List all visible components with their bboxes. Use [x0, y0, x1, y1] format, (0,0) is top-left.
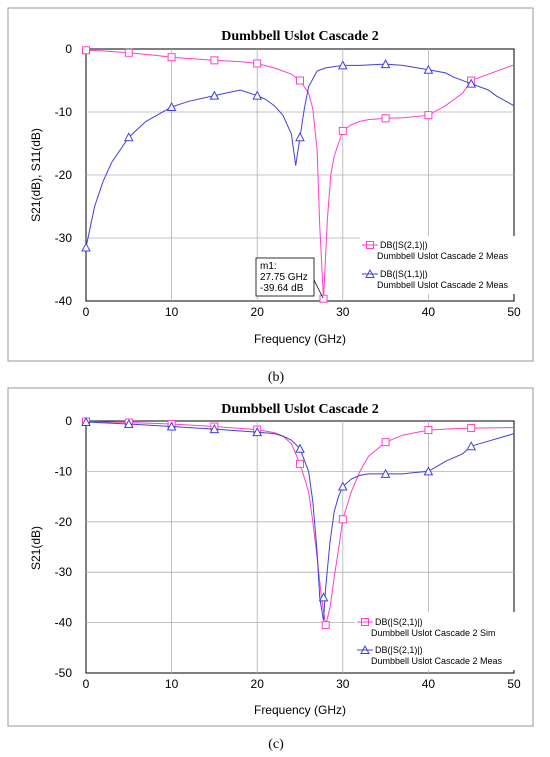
chart-b-xtick-label: 20: [251, 305, 265, 319]
chart-c-xtick-label: 20: [251, 677, 265, 691]
chart-c-ytick-label: -40: [55, 616, 73, 630]
chart-b-series-1-marker: [381, 114, 390, 123]
chart-c-series-1-marker: [381, 438, 390, 447]
chart-b-legend-label-1: DB(|S(2,1)|): [380, 240, 428, 250]
chart-b-series-1-marker: [82, 46, 90, 55]
chart-b-caption: (b): [268, 370, 285, 385]
chart-b: Dumbbell Uslot Cascade 2 0 10 20 30 40 50 0 -10…: [7, 7, 534, 362]
chart-c-series-1-marker: [467, 424, 476, 433]
chart-c-series-2-marker: [123, 418, 134, 429]
chart-b-legend: DB(|S(2,1)|) Dumbbell Uslot Cascade 2 Me…: [360, 236, 516, 294]
chart-b-series-1-marker: [167, 53, 176, 62]
chart-c-ytick-label: -30: [55, 565, 73, 579]
chart-c-xtick-label: 0: [83, 677, 90, 691]
chart-c-legend-sub-2: Dumbbell Uslot Cascade 2 Meas: [371, 656, 503, 666]
chart-b-series-1-marker: [210, 56, 219, 65]
chart-c-series-2-marker: [337, 481, 348, 491]
chart-b-series-2-marker: [295, 132, 305, 142]
chart-c-series-2-marker: [252, 427, 263, 437]
chart-c-title: Dumbbell Uslot Cascade 2: [221, 402, 379, 417]
chart-b-series-2-line: [85, 63, 515, 248]
chart-b-ytick-label: -40: [55, 294, 73, 308]
chart-b-title: Dumbbell Uslot Cascade 2: [221, 29, 379, 44]
chart-b-ytick-label: -10: [55, 105, 73, 119]
chart-c-series-2-marker: [423, 466, 434, 476]
chart-b-series-2-marker: [466, 78, 477, 88]
chart-b-series-2-marker: [81, 242, 91, 252]
chart-c-legend-box: [355, 612, 517, 670]
chart-b-legend-marker-1: [366, 241, 374, 249]
chart-b-xtick-label: 10: [165, 305, 179, 319]
chart-c-series-1-marker: [338, 515, 347, 524]
chart-c-caption: (c): [268, 737, 284, 752]
chart-c-series-2-marker: [466, 441, 477, 451]
chart-b-series-2-marker: [166, 101, 177, 111]
chart-b-series-2-marker: [337, 60, 348, 70]
chart-c-xtick-label: 40: [422, 677, 436, 691]
chart-b-series-1-marker: [253, 59, 262, 68]
chart-b-xtick-label: 30: [336, 305, 350, 319]
chart-b-series-1-marker: [338, 126, 347, 135]
chart-b-xtick-label: 0: [83, 305, 90, 319]
chart-b-series-1-marker: [296, 76, 304, 85]
chart-c-legend-label-1: DB(|S(2,1)|): [375, 617, 423, 627]
chart-c-ytick-label: -50: [55, 666, 73, 680]
chart-b-marker-box: [255, 257, 315, 297]
chart-b-series-2-marker: [423, 64, 434, 74]
chart-b-legend-marker-2: [365, 268, 375, 278]
chart-c-xtick-label: 10: [165, 677, 179, 691]
chart-b-xtick-label: 50: [507, 305, 521, 319]
chart-c-xlabel: Frequency (GHz): [254, 703, 346, 717]
chart-c-xtick-label: 50: [507, 677, 521, 691]
chart-b-ytick-label: -20: [55, 168, 73, 182]
chart-b-series-1-marker: [319, 294, 328, 303]
chart-b-legend-sub-1: Dumbbell Uslot Cascade 2 Meas: [377, 251, 509, 261]
chart-c-legend-label-2: DB(|S(2,1)|): [375, 645, 423, 655]
chart-b-marker-leader: [313, 279, 324, 299]
chart-b-ytick-label: -30: [55, 231, 73, 245]
chart-c-ytick-label: 0: [65, 414, 72, 428]
chart-b-series-1-marker: [424, 111, 433, 120]
chart-c-ylabel: S21(dB): [29, 526, 43, 570]
chart-b-marker-x: 27.75 GHz: [260, 272, 308, 283]
chart-b-ytick-label: 0: [65, 42, 72, 56]
chart-c-xtick-label: 30: [336, 677, 350, 691]
chart-c-series-2-marker: [295, 443, 305, 453]
chart-c-series-1-marker: [296, 459, 304, 468]
chart-b-marker-y: -39.64 dB: [260, 283, 304, 294]
chart-b-legend-box: [360, 236, 516, 294]
chart-c-ytick-label: -10: [55, 464, 73, 478]
chart-b-xtick-label: 40: [422, 305, 436, 319]
chart-c-legend-marker-1: [361, 618, 369, 626]
chart-c-series-1-marker: [424, 426, 433, 435]
chart-c-ytick-label: -20: [55, 515, 73, 529]
chart-c-series-2-marker: [209, 424, 220, 434]
chart-c-series-2-marker: [81, 416, 91, 427]
chart-c: Dumbbell Uslot Cascade 2 0 10 20 30 40 50 0 -10…: [7, 387, 534, 727]
chart-b-xlabel: Frequency (GHz): [254, 332, 346, 346]
chart-b-legend-sub-2: Dumbbell Uslot Cascade 2 Meas: [377, 280, 509, 290]
chart-b-series-2-marker: [123, 132, 134, 142]
chart-b-marker-name: m1:: [260, 261, 277, 272]
chart-b-series-1-line: [85, 49, 515, 299]
chart-c-legend: DB(|S(2,1)|) Dumbbell Uslot Cascade 2 Si…: [355, 612, 517, 670]
chart-b-series-1-marker: [124, 48, 133, 57]
chart-b-legend-label-2: DB(|S(1,1)|): [380, 269, 428, 279]
chart-b-series-2-marker: [209, 90, 220, 100]
chart-c-series-2-marker: [166, 421, 177, 431]
chart-c-series-1-marker: [321, 621, 330, 630]
chart-b-ylabel: S21(dB), S11(dB): [29, 128, 43, 222]
chart-c-legend-sub-1: Dumbbell Uslot Cascade 2 Sim: [371, 628, 496, 638]
chart-b-series-2-marker: [252, 90, 263, 100]
chart-c-series-2-marker: [380, 468, 391, 478]
chart-c-legend-marker-2: [360, 644, 370, 654]
chart-b-series-2-marker: [380, 59, 391, 69]
chart-c-series-2-marker: [318, 592, 329, 602]
